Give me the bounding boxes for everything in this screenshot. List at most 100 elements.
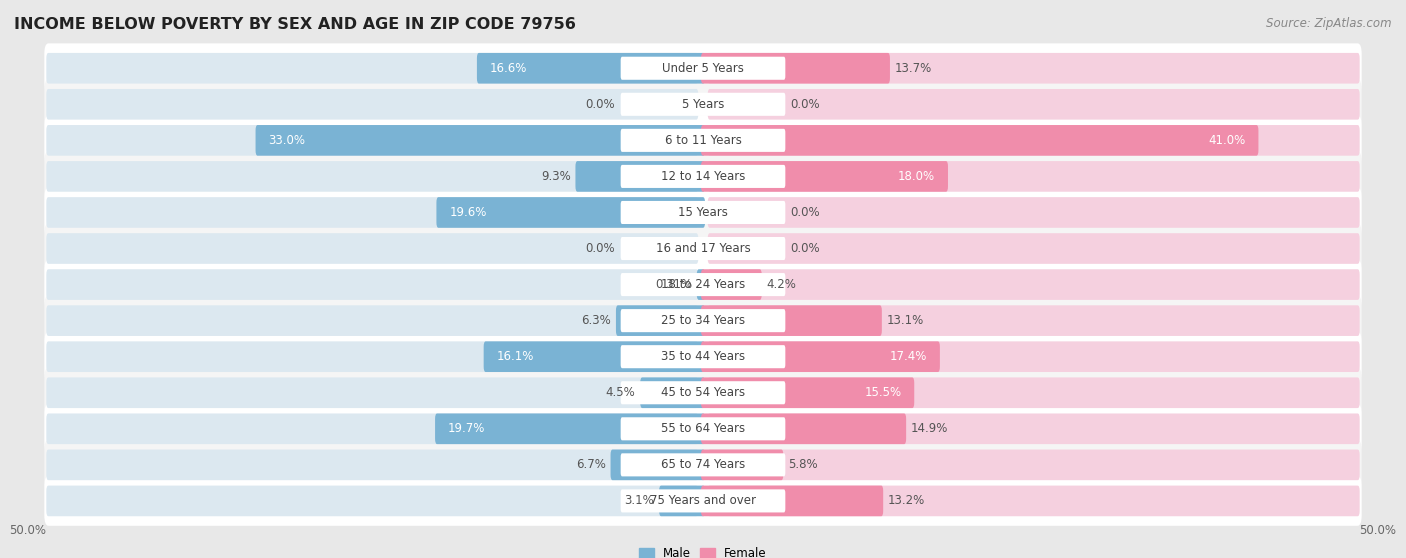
Text: 5.8%: 5.8%: [787, 458, 818, 472]
FancyBboxPatch shape: [45, 404, 1361, 454]
FancyBboxPatch shape: [702, 450, 783, 480]
FancyBboxPatch shape: [484, 341, 704, 372]
Text: 16.6%: 16.6%: [489, 62, 527, 75]
Text: 55 to 64 Years: 55 to 64 Years: [661, 422, 745, 435]
Text: 16.1%: 16.1%: [496, 350, 534, 363]
FancyBboxPatch shape: [702, 341, 939, 372]
FancyBboxPatch shape: [46, 125, 699, 156]
FancyBboxPatch shape: [575, 161, 704, 192]
FancyBboxPatch shape: [45, 332, 1361, 382]
Text: 9.3%: 9.3%: [541, 170, 571, 183]
Text: Under 5 Years: Under 5 Years: [662, 62, 744, 75]
Text: 19.6%: 19.6%: [450, 206, 486, 219]
Text: 25 to 34 Years: 25 to 34 Years: [661, 314, 745, 327]
Legend: Male, Female: Male, Female: [640, 547, 766, 558]
Text: 13.2%: 13.2%: [889, 494, 925, 507]
FancyBboxPatch shape: [707, 305, 1360, 336]
Text: 5 Years: 5 Years: [682, 98, 724, 111]
Text: 14.9%: 14.9%: [911, 422, 948, 435]
Text: 0.0%: 0.0%: [586, 98, 616, 111]
FancyBboxPatch shape: [45, 224, 1361, 273]
Text: 19.7%: 19.7%: [449, 422, 485, 435]
FancyBboxPatch shape: [707, 233, 1360, 264]
FancyBboxPatch shape: [46, 161, 699, 192]
FancyBboxPatch shape: [46, 377, 699, 408]
FancyBboxPatch shape: [616, 305, 704, 336]
FancyBboxPatch shape: [46, 413, 699, 444]
FancyBboxPatch shape: [707, 485, 1360, 516]
FancyBboxPatch shape: [45, 296, 1361, 345]
FancyBboxPatch shape: [659, 485, 704, 516]
Text: 0.0%: 0.0%: [790, 206, 820, 219]
FancyBboxPatch shape: [45, 152, 1361, 201]
FancyBboxPatch shape: [46, 270, 699, 300]
FancyBboxPatch shape: [620, 345, 786, 368]
FancyBboxPatch shape: [436, 197, 704, 228]
FancyBboxPatch shape: [702, 305, 882, 336]
FancyBboxPatch shape: [620, 129, 786, 152]
Text: 6.7%: 6.7%: [576, 458, 606, 472]
FancyBboxPatch shape: [707, 197, 1360, 228]
FancyBboxPatch shape: [46, 197, 699, 228]
FancyBboxPatch shape: [620, 57, 786, 80]
FancyBboxPatch shape: [620, 201, 786, 224]
Text: 75 Years and over: 75 Years and over: [650, 494, 756, 507]
FancyBboxPatch shape: [620, 489, 786, 512]
FancyBboxPatch shape: [707, 377, 1360, 408]
Text: 13.1%: 13.1%: [887, 314, 924, 327]
FancyBboxPatch shape: [707, 161, 1360, 192]
FancyBboxPatch shape: [620, 165, 786, 188]
FancyBboxPatch shape: [707, 341, 1360, 372]
FancyBboxPatch shape: [45, 79, 1361, 129]
FancyBboxPatch shape: [702, 413, 905, 444]
FancyBboxPatch shape: [45, 187, 1361, 237]
Text: 4.5%: 4.5%: [606, 386, 636, 399]
Text: 0.0%: 0.0%: [586, 242, 616, 255]
FancyBboxPatch shape: [707, 53, 1360, 84]
Text: 15.5%: 15.5%: [865, 386, 901, 399]
Text: 17.4%: 17.4%: [890, 350, 927, 363]
FancyBboxPatch shape: [702, 377, 914, 408]
Text: 6.3%: 6.3%: [582, 314, 612, 327]
FancyBboxPatch shape: [702, 125, 1258, 156]
Text: 16 and 17 Years: 16 and 17 Years: [655, 242, 751, 255]
FancyBboxPatch shape: [45, 440, 1361, 490]
FancyBboxPatch shape: [620, 93, 786, 116]
FancyBboxPatch shape: [45, 116, 1361, 165]
FancyBboxPatch shape: [46, 450, 699, 480]
Text: 65 to 74 Years: 65 to 74 Years: [661, 458, 745, 472]
Text: 35 to 44 Years: 35 to 44 Years: [661, 350, 745, 363]
FancyBboxPatch shape: [707, 413, 1360, 444]
Text: 12 to 14 Years: 12 to 14 Years: [661, 170, 745, 183]
FancyBboxPatch shape: [697, 270, 704, 300]
Text: 13.7%: 13.7%: [894, 62, 932, 75]
Text: 0.0%: 0.0%: [790, 98, 820, 111]
FancyBboxPatch shape: [46, 53, 699, 84]
FancyBboxPatch shape: [46, 233, 699, 264]
FancyBboxPatch shape: [256, 125, 704, 156]
FancyBboxPatch shape: [46, 305, 699, 336]
Text: 4.2%: 4.2%: [766, 278, 796, 291]
Text: 45 to 54 Years: 45 to 54 Years: [661, 386, 745, 399]
FancyBboxPatch shape: [707, 89, 1360, 119]
FancyBboxPatch shape: [702, 270, 762, 300]
FancyBboxPatch shape: [477, 53, 704, 84]
Text: Source: ZipAtlas.com: Source: ZipAtlas.com: [1267, 17, 1392, 30]
FancyBboxPatch shape: [707, 450, 1360, 480]
FancyBboxPatch shape: [45, 259, 1361, 310]
FancyBboxPatch shape: [707, 125, 1360, 156]
Text: INCOME BELOW POVERTY BY SEX AND AGE IN ZIP CODE 79756: INCOME BELOW POVERTY BY SEX AND AGE IN Z…: [14, 17, 576, 32]
FancyBboxPatch shape: [620, 453, 786, 477]
FancyBboxPatch shape: [45, 44, 1361, 93]
Text: 3.1%: 3.1%: [624, 494, 654, 507]
FancyBboxPatch shape: [45, 476, 1361, 526]
FancyBboxPatch shape: [46, 341, 699, 372]
FancyBboxPatch shape: [46, 89, 699, 119]
Text: 0.0%: 0.0%: [790, 242, 820, 255]
FancyBboxPatch shape: [620, 309, 786, 332]
FancyBboxPatch shape: [620, 417, 786, 440]
FancyBboxPatch shape: [640, 377, 704, 408]
FancyBboxPatch shape: [702, 161, 948, 192]
FancyBboxPatch shape: [620, 381, 786, 405]
FancyBboxPatch shape: [434, 413, 704, 444]
